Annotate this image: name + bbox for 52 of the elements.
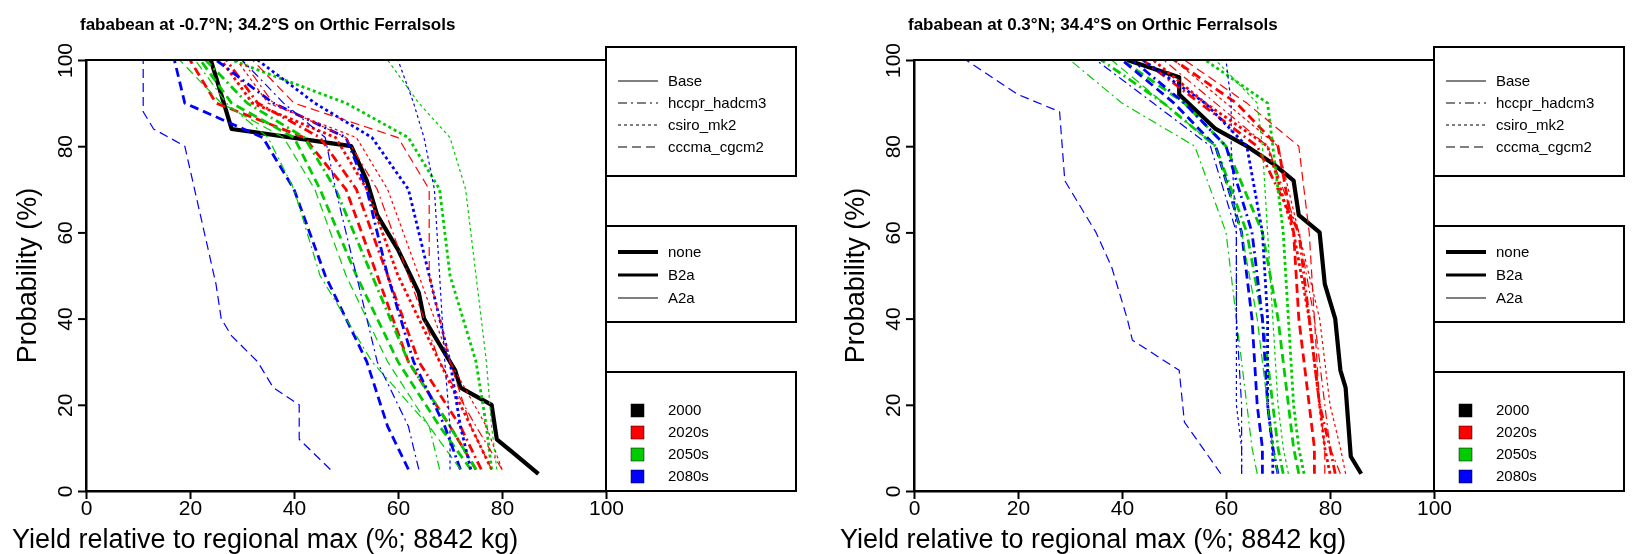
x-axis-title: Yield relative to regional max (%; 8842 kg) [12, 524, 519, 554]
y-tick-label: 40 [881, 307, 904, 331]
text: 2000 [1496, 401, 1530, 418]
y-tick-label: 0 [53, 485, 76, 498]
text: cccma_cgcm2 [668, 138, 764, 155]
text: Base [1496, 72, 1531, 89]
x-tick-label: 100 [1416, 495, 1453, 519]
text: Base [668, 72, 703, 89]
chart-title: fababean at 0.3°N; 34.4°S on Orthic Ferralsols [908, 15, 1278, 34]
y-tick-label: 80 [881, 135, 904, 159]
text: csiro_mk2 [668, 116, 737, 133]
text: B2a [668, 266, 696, 283]
text: hccpr_hadcm3 [1496, 94, 1595, 111]
text: none [668, 243, 702, 260]
chart-title: fababean at -0.7°N; 34.2°S on Orthic Ferralsols [80, 15, 456, 34]
text: csiro_mk2 [1496, 116, 1565, 133]
x-tick-label: 80 [490, 495, 515, 519]
x-tick-label: 100 [588, 495, 625, 519]
x-tick-label: 60 [1214, 495, 1239, 519]
text: 2050s [668, 445, 709, 462]
text: 2080s [668, 467, 709, 484]
y-tick-label: 20 [53, 393, 76, 417]
x-tick-label: 40 [282, 495, 307, 519]
text: none [1496, 243, 1530, 260]
x-tick-label: 0 [80, 495, 93, 519]
text: 2050s [1496, 445, 1537, 462]
y-tick-label: 40 [53, 307, 76, 331]
text: 2020s [1496, 423, 1537, 440]
text: 2000 [668, 401, 702, 418]
text: cccma_cgcm2 [1496, 138, 1592, 155]
text: 2080s [1496, 467, 1537, 484]
y-tick-label: 0 [881, 485, 904, 498]
x-tick-label: 40 [1110, 495, 1135, 519]
x-tick-label: 20 [178, 495, 203, 519]
text: A2a [668, 289, 696, 306]
x-axis-title: Yield relative to regional max (%; 8842 kg) [840, 524, 1347, 554]
text: hccpr_hadcm3 [668, 94, 767, 111]
x-tick-label: 0 [908, 495, 921, 519]
text: B2a [1496, 266, 1524, 283]
y-tick-label: 80 [53, 135, 76, 159]
y-tick-label: 100 [53, 42, 76, 79]
x-tick-label: 20 [1006, 495, 1031, 519]
y-axis-title: Probability (%) [840, 187, 870, 364]
y-tick-label: 60 [53, 221, 76, 245]
y-tick-label: 100 [881, 42, 904, 79]
text: A2a [1496, 289, 1524, 306]
x-tick-label: 80 [1318, 495, 1343, 519]
text: 2020s [668, 423, 709, 440]
x-tick-label: 60 [386, 495, 411, 519]
y-axis-title: Probability (%) [12, 187, 42, 364]
y-tick-label: 20 [881, 393, 904, 417]
y-tick-label: 60 [881, 221, 904, 245]
